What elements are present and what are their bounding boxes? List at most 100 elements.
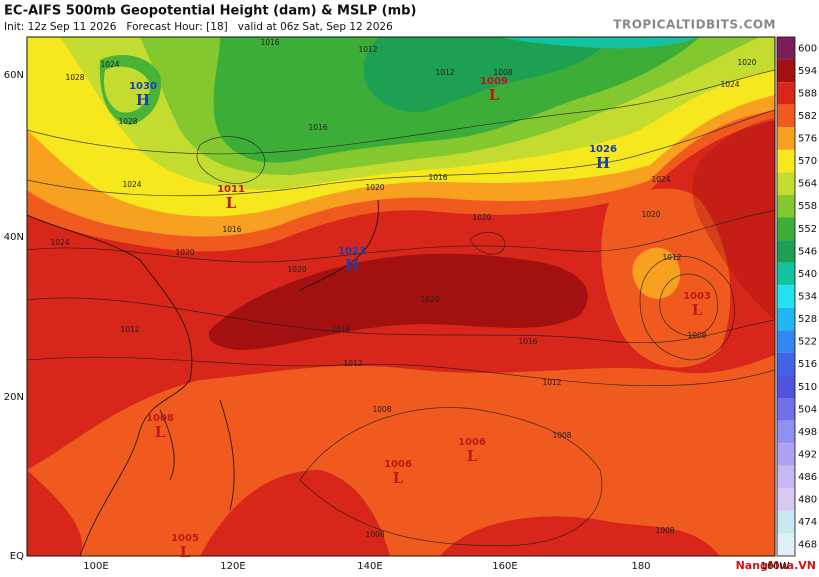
isobar-label: 1008	[493, 68, 512, 77]
colorbar-label: 498	[798, 427, 817, 438]
colorbar-swatch	[777, 352, 795, 376]
center-letter: H	[596, 154, 610, 172]
colorbar-swatch	[777, 127, 795, 150]
isobar-label: 1024	[50, 238, 69, 247]
colorbar-frame	[776, 36, 796, 557]
colorbar-swatch	[777, 149, 795, 173]
lat-label: 20N	[4, 392, 24, 403]
center-pressure: 1030	[129, 81, 157, 92]
isobar-label: 1020	[420, 295, 439, 304]
colorbar-label: 558	[798, 201, 817, 212]
colorbar-label: 504	[798, 404, 817, 415]
colorbar-label: 486	[798, 472, 817, 483]
colorbar-label: 522	[798, 337, 817, 348]
isobar-label: 1024	[100, 60, 119, 69]
colorbar-label: 540	[798, 269, 817, 280]
colorbar-swatch	[777, 172, 795, 195]
lon-label: 100E	[83, 561, 108, 572]
colorbar-swatch	[777, 510, 795, 534]
isobar-label: 1012	[358, 45, 377, 54]
isobar-label: 1008	[372, 405, 391, 414]
isobar-label: 1008	[655, 526, 674, 535]
watermark: NangMua.VN	[736, 559, 816, 572]
colorbar-label: 510	[798, 382, 817, 393]
isobar-label: 1012	[120, 325, 139, 334]
lat-label: 60N	[4, 70, 24, 81]
isobar-label: 1020	[641, 210, 660, 219]
colorbar-label: 582	[798, 111, 817, 122]
isobar-label: 1012	[542, 378, 561, 387]
colorbar-swatch	[777, 398, 795, 421]
isobar-label: 1008	[365, 530, 384, 539]
colorbar-swatch	[777, 330, 795, 353]
colorbar-label: 480	[798, 495, 817, 506]
isobar-label: 1020	[472, 213, 491, 222]
isobar-label: 1024	[651, 175, 670, 184]
colorbar-label: 600	[798, 43, 817, 54]
center-letter: L	[692, 301, 703, 319]
colorbar-label: 570	[798, 156, 817, 167]
isobar-label: 1020	[287, 265, 306, 274]
lon-label: 140E	[357, 561, 382, 572]
colorbar-swatch	[777, 533, 795, 556]
isobar-label: 1012	[435, 68, 454, 77]
isobar-label: 1016	[308, 123, 327, 132]
center-letter: L	[467, 447, 478, 465]
center-pressure: 1006	[458, 437, 486, 448]
isobar-label: 1008	[687, 331, 706, 340]
center-letter: L	[489, 86, 500, 104]
lon-label: 120E	[220, 561, 245, 572]
colorbar-swatch	[777, 285, 795, 308]
lon-label: 180	[631, 561, 650, 572]
colorbar-swatch	[777, 82, 795, 105]
center-letter: L	[226, 194, 237, 212]
center-letter: H	[345, 256, 359, 274]
colorbar-swatch	[777, 307, 795, 331]
isobar-label: 1016	[260, 38, 279, 47]
subtitle: Init: 12z Sep 11 2026 Forecast Hour: [18…	[4, 21, 393, 33]
colorbar-label: 576	[798, 134, 817, 145]
colorbar-swatch	[777, 420, 795, 444]
center-letter: L	[393, 469, 404, 487]
isobar-label: 1016	[222, 225, 241, 234]
colorbar-label: 546	[798, 246, 817, 257]
isobar-label: 1024	[122, 180, 141, 189]
colorbar-swatch	[777, 59, 795, 83]
colorbar-swatch	[777, 443, 795, 466]
colorbar-label: 564	[798, 179, 817, 190]
lat-label: 40N	[4, 232, 24, 243]
source: TROPICALTIDBITS.COM	[613, 18, 776, 32]
isobar-label: 1016	[518, 337, 537, 346]
colorbar-label: 474	[798, 517, 817, 528]
isobar-label: 1012	[662, 253, 681, 262]
isobar-label: 1020	[175, 248, 194, 257]
center-letter: L	[180, 543, 191, 561]
colorbar-swatch	[777, 194, 795, 218]
isobar-label: 1020	[737, 58, 756, 67]
isobar-label: 1028	[118, 117, 137, 126]
center-pressure: 1005	[171, 533, 199, 544]
map-frame	[26, 36, 776, 557]
colorbar-swatch	[777, 375, 795, 399]
colorbar-label: 468	[798, 540, 817, 551]
colorbar-swatch	[777, 37, 795, 60]
center-pressure: 1003	[683, 291, 711, 302]
colorbar-label: 492	[798, 449, 817, 460]
isobar-label: 1016	[428, 173, 447, 182]
center-pressure: 1006	[384, 459, 412, 470]
isobar-label: 1020	[365, 183, 384, 192]
center-letter: H	[136, 91, 150, 109]
center-pressure: 1011	[217, 184, 245, 195]
colorbar-swatch	[777, 488, 795, 511]
center-pressure: 1023	[338, 246, 366, 257]
center-pressure: 1008	[146, 413, 174, 424]
map-field	[27, 37, 775, 556]
lon-label: 160W	[761, 561, 790, 572]
colorbar-label: 588	[798, 88, 817, 99]
lat-label: EQ	[10, 551, 24, 562]
isobar-label: 1028	[65, 73, 84, 82]
colorbar-label: 528	[798, 314, 817, 325]
colorbar-swatch	[777, 240, 795, 263]
isobar-label: 1012	[343, 359, 362, 368]
